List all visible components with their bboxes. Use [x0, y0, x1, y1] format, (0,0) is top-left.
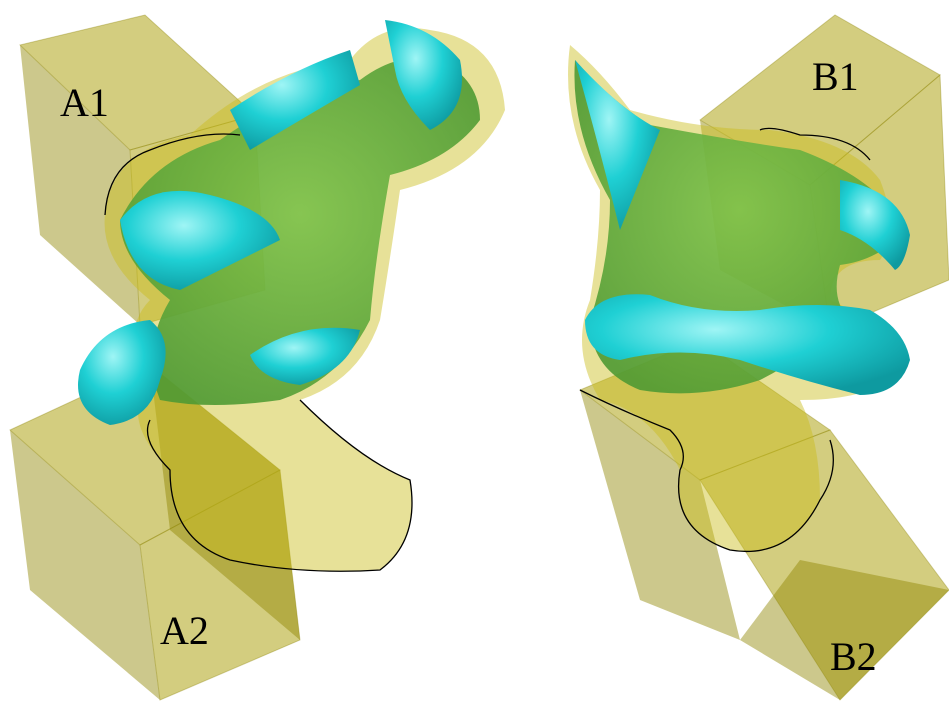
label: B1	[812, 54, 859, 99]
label: A2	[160, 608, 209, 653]
label: B2	[830, 634, 877, 679]
scene: A1 A2 B1 B2	[0, 0, 949, 717]
label: A1	[60, 80, 109, 125]
